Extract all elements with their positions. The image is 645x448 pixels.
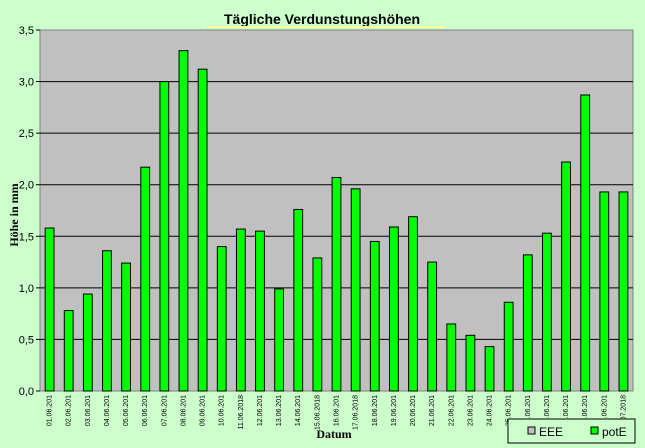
- x-tick-label: 08.06.201: [180, 395, 187, 426]
- x-tick-label: 26.06.201: [525, 395, 532, 426]
- bar-potE: [121, 262, 131, 392]
- x-tick-label: 01.07.2018: [620, 395, 627, 430]
- legend: EEE potE: [507, 418, 636, 444]
- bar-potE: [44, 227, 55, 392]
- bar-potE: [580, 94, 591, 392]
- bar-potE: [63, 310, 74, 392]
- bar-potE: [350, 188, 361, 392]
- y-tick-labels: 0,0 0,5 1,0 1,5 2,0 2,5 3,0 3,5: [19, 25, 40, 398]
- bar-potE: [542, 232, 552, 392]
- bar-potE: [522, 254, 533, 392]
- x-tick-label: 09.06.201: [200, 395, 207, 426]
- x-tick-label: 07.06.201: [161, 395, 168, 426]
- legend-label-eee: EEE: [539, 425, 563, 439]
- legend-swatch-pote: [590, 426, 599, 435]
- y-tick-label: 0,0: [19, 386, 34, 398]
- bar-potE: [446, 323, 457, 392]
- bar-potE: [178, 50, 189, 392]
- x-tick-label: 25.06.201: [506, 395, 513, 426]
- bar-potE: [197, 68, 208, 392]
- x-tick-label: 28.06.201: [563, 395, 570, 426]
- x-tick-label: 29.06.201: [582, 395, 589, 426]
- x-tick-label: 05.06.201: [123, 395, 130, 426]
- bar-potE: [561, 161, 571, 392]
- legend-label-pote: potE: [602, 425, 627, 439]
- x-axis-label: Datum: [316, 427, 351, 441]
- bar-potE: [216, 246, 227, 392]
- x-tick-label: 15.06.2018: [314, 395, 321, 430]
- bar-potE: [293, 208, 304, 392]
- bar-potE: [369, 240, 380, 392]
- x-tick-labels: 01.06.201 02.06.201 03.06.201 04.06.201 05.0…: [47, 395, 628, 430]
- bar-potE: [618, 191, 629, 392]
- y-tick-label: 2,5: [19, 128, 34, 140]
- bar-potE: [484, 346, 495, 392]
- bar-potE: [235, 228, 246, 392]
- chart-title: Tägliche Verdunstungshöhen: [224, 11, 420, 27]
- bar-potE: [312, 257, 323, 392]
- bar-potE: [408, 216, 418, 392]
- bar-potE: [388, 226, 399, 392]
- x-tick-label: 18.06.201: [372, 395, 379, 426]
- x-tick-label: 04.06.201: [104, 395, 111, 426]
- bars: [44, 50, 629, 392]
- bar-potE: [599, 191, 610, 392]
- x-tick-label: 21.06.201: [429, 395, 436, 426]
- bar-potE: [82, 293, 93, 392]
- bar-potE: [255, 230, 265, 392]
- x-tick-label: 03.06.201: [85, 395, 92, 426]
- bar-potE: [274, 288, 285, 392]
- bar-potE: [503, 301, 514, 392]
- bar-potE: [331, 176, 342, 392]
- y-tick-label: 3,5: [19, 25, 34, 37]
- x-tick-label: 14.06.201: [295, 395, 302, 426]
- bar-potE: [102, 250, 112, 392]
- x-tick-label: 19.06.201: [391, 395, 398, 426]
- y-tick-label: 2,0: [19, 180, 34, 192]
- x-tick-label: 27.06.201: [544, 395, 551, 426]
- bar-potE: [465, 334, 476, 392]
- y-tick-label: 1,0: [19, 283, 34, 295]
- gridlines: [40, 81, 633, 340]
- y-tick-label: 3,0: [19, 77, 34, 89]
- x-tick-label: 24.06.201: [487, 395, 494, 426]
- y-tick-label: 0,5: [19, 334, 34, 346]
- x-tick-label: 22.06.201: [448, 395, 455, 426]
- bar-potE: [159, 81, 170, 392]
- x-tick-label: 12.06.201: [257, 395, 264, 426]
- x-tick-label: 20.06.201: [410, 395, 417, 426]
- x-tick-label: 16.06.201: [334, 395, 341, 426]
- x-tick-label: 17.06.2018: [353, 395, 360, 430]
- x-tick-label: 06.06.201: [142, 395, 149, 426]
- x-tick-label: 23.06.201: [467, 395, 474, 426]
- x-tick-label: 01.06.201: [47, 395, 54, 426]
- x-tick-label: 30.06.201: [601, 395, 608, 426]
- bar-potE: [427, 261, 438, 392]
- x-tick-label: 10.06.201: [219, 395, 226, 426]
- x-tick-label: 13.06.201: [276, 395, 283, 426]
- legend-swatch-eee: [527, 426, 536, 435]
- x-tick-label: 11.06.2018: [238, 395, 245, 430]
- x-tick-label: 02.06.201: [66, 395, 73, 426]
- y-tick-label: 1,5: [19, 231, 34, 243]
- bar-potE: [140, 166, 151, 392]
- y-axis-label: Höhe in mm: [7, 183, 21, 246]
